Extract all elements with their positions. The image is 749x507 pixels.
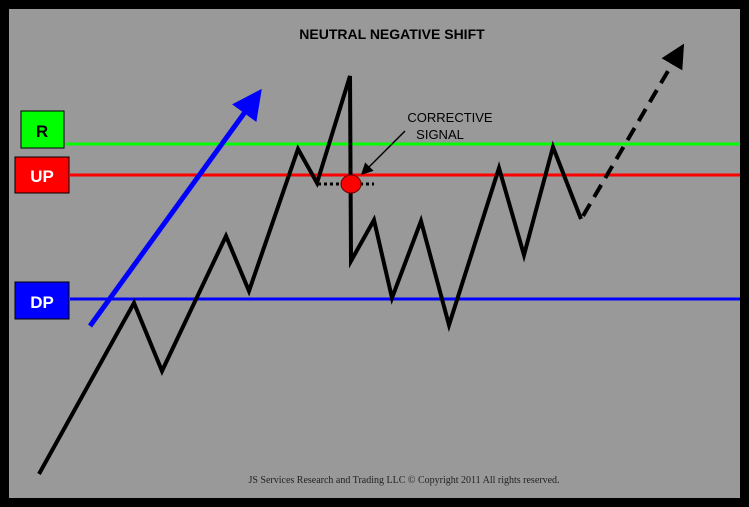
up-level-text: UP: [30, 167, 54, 186]
up-level-label: UP: [14, 156, 70, 194]
projection-arrow: [581, 43, 685, 218]
annotation-line1: CORRECTIVE: [407, 110, 493, 125]
annotation-line2: SIGNAL: [416, 127, 464, 142]
uptrend-arrow: [87, 88, 262, 328]
dp-level-text: DP: [30, 293, 54, 312]
corrective-signal-dot: [340, 174, 362, 194]
annotation-pointer-arrow: [360, 130, 406, 176]
r-level-label: R: [20, 110, 65, 149]
r-level-text: R: [36, 122, 48, 141]
dp-level-label: DP: [14, 281, 70, 320]
copyright-credit: JS Services Research and Trading LLC © C…: [248, 475, 559, 486]
price-zigzag-line: [37, 75, 583, 475]
diagram-title: NEUTRAL NEGATIVE SHIFT: [299, 26, 485, 42]
diagram-panel: [9, 9, 740, 498]
